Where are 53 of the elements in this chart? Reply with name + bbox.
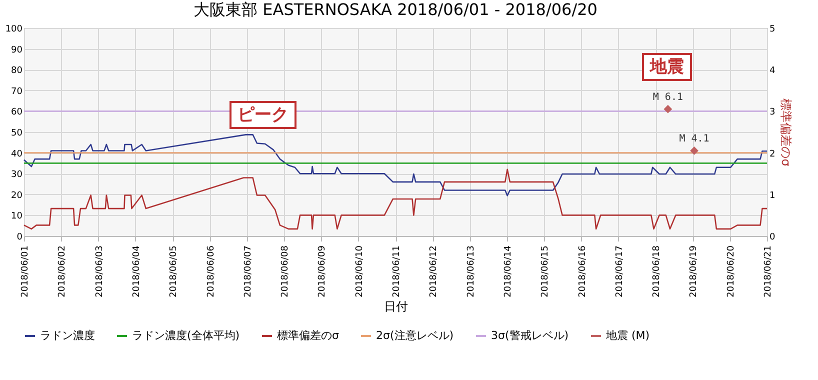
y-tick-label: 80 bbox=[11, 66, 23, 76]
annotation: ピーク bbox=[238, 105, 288, 125]
x-tick-label: 2018/06/06 bbox=[206, 245, 216, 298]
legend-label: 地震 (M) bbox=[605, 329, 650, 342]
x-tick-label: 2018/06/07 bbox=[243, 246, 254, 298]
x-tick-label: 2018/06/08 bbox=[280, 245, 291, 298]
legend-label: ラドン濃度 bbox=[40, 329, 95, 342]
y-tick-label: 10 bbox=[11, 212, 23, 222]
line-series bbox=[23, 134, 768, 196]
chart-title: 大阪東部 EASTERNOSAKA 2018/06/01 - 2018/06/20 bbox=[194, 0, 598, 19]
y-tick-label: 90 bbox=[11, 45, 23, 56]
x-tick-label: 2018/06/11 bbox=[392, 246, 402, 298]
x-tick-label: 2018/06/01 bbox=[20, 246, 30, 298]
x-tick-label: 2018/06/21 bbox=[764, 246, 774, 298]
y-tick-label: 50 bbox=[11, 128, 23, 138]
y2-tick-label: 2 bbox=[770, 149, 776, 160]
x-tick-label: 2018/06/19 bbox=[689, 245, 700, 298]
y-tick-label: 40 bbox=[11, 149, 23, 160]
x-tick-label: 2018/06/03 bbox=[94, 246, 105, 298]
data-label: M 6.1 bbox=[652, 92, 683, 104]
y2-tick-label: 0 bbox=[770, 232, 776, 242]
annotation: 地震 bbox=[649, 57, 684, 77]
x-tick-label: 2018/06/16 bbox=[578, 245, 588, 298]
legend-label: ラドン濃度(全体平均) bbox=[132, 329, 240, 342]
x-tick-label: 2018/06/02 bbox=[58, 246, 68, 298]
legend-label: 標準偏差のσ bbox=[277, 329, 339, 342]
x-tick-label: 2018/06/12 bbox=[429, 246, 440, 298]
x-tick-label: 2018/06/09 bbox=[318, 245, 328, 298]
x-tick-label: 2018/06/04 bbox=[132, 245, 142, 298]
x-tick-label: 2018/06/15 bbox=[540, 246, 551, 298]
x-tick-label: 2018/06/05 bbox=[169, 246, 180, 298]
x-tick-label: 2018/06/18 bbox=[652, 245, 662, 298]
y2-axis-title: 標準偏差のσ bbox=[779, 98, 794, 167]
y-tick-label: 100 bbox=[5, 24, 23, 34]
y2-tick-label: 4 bbox=[770, 66, 776, 76]
x-tick-label: 2018/06/20 bbox=[726, 245, 736, 298]
y2-tick-label: 1 bbox=[770, 190, 776, 201]
y-tick-label: 0 bbox=[16, 232, 23, 242]
x-tick-label: 2018/06/10 bbox=[354, 245, 365, 298]
data-label: M 4.1 bbox=[679, 134, 710, 145]
y-tick-label: 20 bbox=[11, 190, 23, 201]
x-tick-label: 2018/06/17 bbox=[614, 246, 625, 298]
y2-tick-label: 5 bbox=[770, 24, 776, 34]
legend-label: 3σ(警戒レベル) bbox=[491, 329, 569, 342]
y-tick-label: 70 bbox=[11, 86, 23, 97]
y-tick-label: 60 bbox=[11, 108, 23, 118]
x-axis-title: 日付 bbox=[384, 299, 408, 314]
legend-label: 2σ(注意レベル) bbox=[376, 329, 454, 342]
y-tick-label: 30 bbox=[11, 170, 23, 180]
line-series bbox=[23, 168, 768, 230]
x-tick-label: 2018/06/13 bbox=[466, 246, 476, 298]
y2-tick-label: 3 bbox=[770, 108, 776, 118]
x-tick-label: 2018/06/14 bbox=[503, 245, 514, 298]
